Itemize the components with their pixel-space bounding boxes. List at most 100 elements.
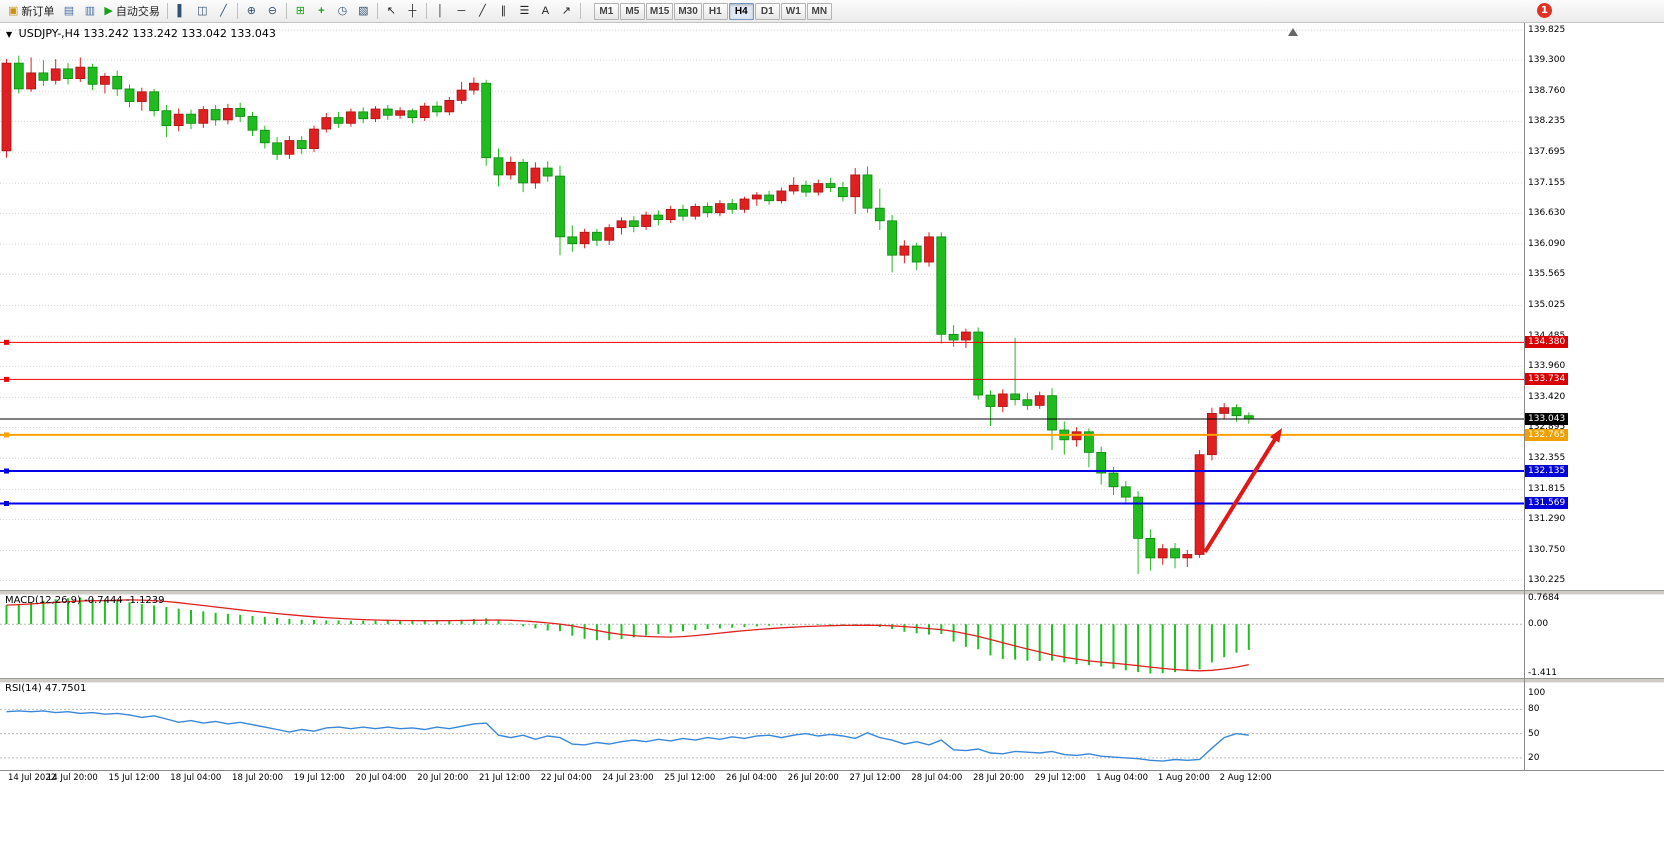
- autotrading-button[interactable]: ▶ 自动交易: [100, 2, 163, 21]
- macd-axis-label: 0.7684: [1528, 592, 1560, 603]
- timeframe-h4[interactable]: H4: [728, 2, 754, 20]
- candle-body: [1219, 407, 1230, 414]
- arrows-button[interactable]: ↗: [556, 2, 577, 21]
- candle-body: [481, 82, 492, 159]
- price-tag: 131.569: [1525, 497, 1569, 510]
- time-axis-label: 14 Jul 2022: [8, 773, 57, 783]
- macd-panel[interactable]: [0, 593, 1524, 678]
- candle-body: [1133, 496, 1143, 539]
- chart-title: ▼ USDJPY-,H4 133.242 133.242 133.042 133…: [6, 27, 276, 40]
- toolbar-separator: [236, 3, 238, 19]
- hline-anchor[interactable]: [4, 339, 9, 345]
- candle-body: [321, 117, 332, 130]
- hline-anchor[interactable]: [4, 432, 9, 438]
- main-chart[interactable]: [0, 23, 1524, 590]
- timeframe-w1[interactable]: W1: [780, 2, 806, 20]
- vertical-line-button[interactable]: │: [430, 2, 451, 21]
- price-axis-label: 132.895: [1528, 421, 1566, 432]
- chart-shift-marker[interactable]: [1288, 28, 1298, 36]
- trendline-icon: ╱: [479, 4, 486, 17]
- periods-button[interactable]: ◷: [332, 2, 353, 21]
- candle-body: [309, 128, 319, 149]
- equidistant-channel-icon: ∥: [500, 4, 507, 17]
- timeframe-mn[interactable]: MN: [806, 2, 832, 20]
- candle-body: [518, 161, 528, 184]
- zoom-out-button[interactable]: ⊖: [262, 2, 283, 21]
- candle-body: [161, 110, 172, 127]
- zoom-in-icon: ⊕: [246, 4, 256, 17]
- trend-arrow-head[interactable]: [1269, 428, 1282, 443]
- profiles-icon: ▥: [84, 4, 96, 17]
- candle-body: [874, 207, 885, 222]
- price-axis-label: 135.025: [1528, 299, 1566, 310]
- candle-body: [542, 167, 553, 177]
- price-axis-label: 136.630: [1528, 207, 1566, 218]
- candle-body: [222, 108, 233, 121]
- candle-body: [813, 183, 824, 193]
- time-axis-label: 21 Jul 12:00: [479, 773, 531, 783]
- timeframe-h1[interactable]: H1: [702, 2, 728, 20]
- candle-body: [1145, 538, 1156, 559]
- candle-body: [801, 184, 811, 193]
- trendline-button[interactable]: ╱: [472, 2, 493, 21]
- hline-anchor[interactable]: [4, 468, 9, 474]
- crosshair-icon: ┼: [408, 4, 417, 17]
- timeframe-d1[interactable]: D1: [754, 2, 780, 20]
- candle-body: [911, 245, 922, 263]
- fibonacci-button[interactable]: ☰: [514, 2, 535, 21]
- time-axis-border: [0, 770, 1664, 771]
- bar-chart-icon: ▌: [177, 4, 186, 17]
- timeframe-m30[interactable]: M30: [674, 2, 702, 20]
- candle-body: [1096, 452, 1107, 474]
- macd-splitter[interactable]: [0, 590, 1664, 595]
- cursor-button[interactable]: ↖: [381, 2, 402, 21]
- bar-chart-button[interactable]: ▌: [171, 2, 192, 21]
- candle-body: [1170, 548, 1180, 559]
- candle-body: [1047, 395, 1057, 431]
- candle-body: [63, 68, 73, 80]
- timeframe-group: M1 M5 M15 M30 H1 H4 D1 W1 MN: [593, 2, 833, 20]
- profiles-button[interactable]: ▥: [79, 2, 100, 21]
- candle-body: [567, 236, 578, 245]
- timeframe-m1[interactable]: M1: [593, 2, 619, 20]
- charts-window-button[interactable]: ▤: [58, 2, 79, 21]
- crosshair-button[interactable]: ┼: [402, 2, 423, 21]
- text-button[interactable]: A: [535, 2, 556, 21]
- candle-body: [592, 231, 602, 241]
- hline-anchor[interactable]: [4, 500, 9, 506]
- candle-body: [715, 203, 725, 214]
- time-axis-label: 28 Jul 20:00: [973, 773, 1025, 783]
- chart-dropdown-icon[interactable]: ▼: [6, 30, 13, 39]
- price-axis-label: 137.695: [1528, 146, 1566, 157]
- horizontal-line-objects[interactable]: [0, 339, 1524, 506]
- candles-group: [1, 55, 1254, 574]
- rsi-panel[interactable]: [0, 681, 1524, 770]
- price-axis-label: 139.825: [1528, 24, 1566, 35]
- hline-anchor[interactable]: [4, 376, 9, 382]
- candle-body: [690, 206, 701, 217]
- time-axis-label: 20 Jul 04:00: [355, 773, 407, 783]
- candle-body: [579, 231, 590, 245]
- autotrading-icon: ▶: [104, 4, 113, 17]
- price-axis-border: [1524, 22, 1525, 770]
- tile-windows-button[interactable]: ⊞: [290, 2, 311, 21]
- indicators-button[interactable]: +: [311, 2, 332, 21]
- toolbar-separator: [425, 3, 427, 19]
- candle-body: [616, 220, 627, 229]
- time-axis-label: 18 Jul 04:00: [170, 773, 222, 783]
- horizontal-line-button[interactable]: ─: [451, 2, 472, 21]
- candle-body: [407, 110, 418, 118]
- timeframe-m5[interactable]: M5: [619, 2, 645, 20]
- new-order-button[interactable]: ▣ 新订单: [4, 2, 58, 21]
- timeframe-m15[interactable]: M15: [645, 2, 674, 20]
- equidistant-channel-button[interactable]: ∥: [493, 2, 514, 21]
- templates-button[interactable]: ▧: [353, 2, 374, 21]
- candlestick-chart-button[interactable]: ◫: [192, 2, 213, 21]
- time-axis-label: 1 Aug 20:00: [1157, 773, 1210, 783]
- zoom-in-button[interactable]: ⊕: [241, 2, 262, 21]
- trend-arrow-shaft[interactable]: [1203, 433, 1280, 554]
- rsi-splitter[interactable]: [0, 678, 1664, 683]
- macd-values: -0.7444 -1.1239: [84, 595, 165, 606]
- line-chart-button[interactable]: ╱: [213, 2, 234, 21]
- notification-badge[interactable]: 1: [1537, 3, 1552, 18]
